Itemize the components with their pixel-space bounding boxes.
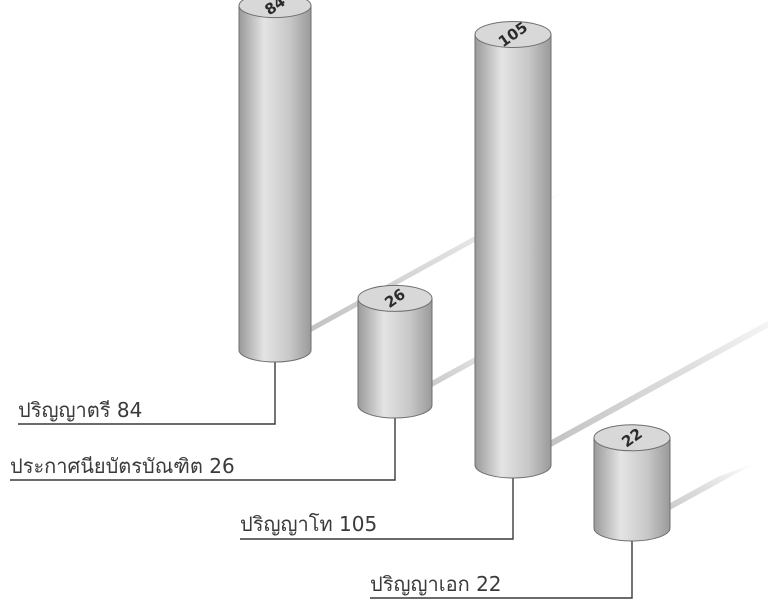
- bar-shadow: [513, 320, 768, 461]
- bar-cylinder: [357, 284, 433, 419]
- bar-layer: [238, 0, 671, 542]
- category-label: ปริญญาโท 105: [240, 512, 377, 536]
- bar-cylinder: [238, 0, 312, 363]
- bar-cap: [238, 0, 312, 19]
- leader-layer: [10, 362, 633, 599]
- bar-cap: [474, 21, 552, 48]
- leader-line: [10, 418, 396, 481]
- leader-line: [370, 541, 633, 599]
- bar-body: [593, 437, 671, 542]
- bar-body: [357, 297, 433, 419]
- bar-body: [474, 34, 552, 479]
- leader-line: [240, 478, 514, 540]
- category-label: ประกาศนียบัตรบัณฑิต 26: [10, 454, 235, 478]
- category-label: ปริญญาตรี 84: [18, 398, 142, 422]
- category-label: ปริญญาเอก 22: [370, 572, 502, 596]
- bar-body: [238, 5, 312, 363]
- bar-cap: [357, 284, 433, 312]
- bar-cylinder: [474, 21, 552, 479]
- bar-cap: [593, 424, 671, 452]
- bar-cylinder: [593, 424, 671, 542]
- leader-line: [18, 362, 276, 425]
